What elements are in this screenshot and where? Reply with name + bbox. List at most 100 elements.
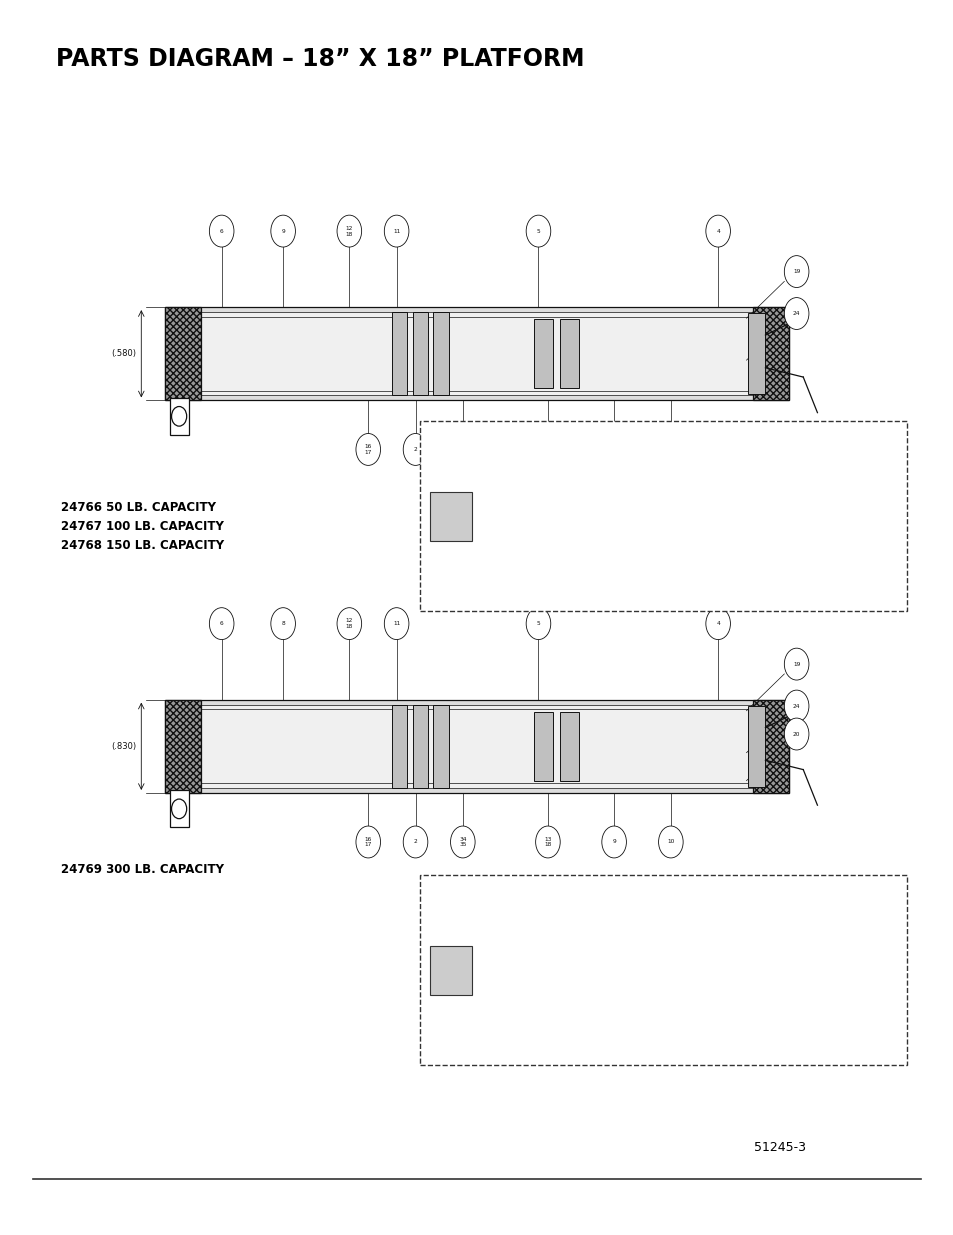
Bar [429, 492, 472, 541]
Text: 9: 9 [612, 447, 616, 452]
Text: 34
35: 34 35 [458, 445, 466, 454]
Text: LC SHIELD: LC SHIELD [609, 1041, 662, 1051]
Circle shape [450, 433, 475, 466]
Text: 12
18: 12 18 [345, 619, 353, 629]
Text: 8: 8 [281, 621, 285, 626]
Text: LC (-)SIG: LC (-)SIG [609, 550, 655, 559]
Circle shape [403, 433, 427, 466]
Bar [201, 312, 752, 395]
Text: LC (-)SIG: LC (-)SIG [609, 1003, 655, 1013]
Text: 20: 20 [792, 731, 800, 736]
Circle shape [403, 826, 427, 858]
Bar [533, 711, 552, 781]
Text: OUTPUT: OUTPUT [841, 1003, 882, 1013]
Text: G: G [751, 889, 760, 899]
Text: 16
17: 16 17 [364, 836, 372, 847]
Circle shape [526, 608, 550, 640]
Text: 4: 4 [716, 228, 720, 233]
Circle shape [384, 608, 409, 640]
Text: SHIELD: SHIELD [841, 1041, 878, 1051]
Text: 19: 19 [792, 662, 800, 667]
Bar [170, 790, 189, 827]
Text: INPUT: INPUT [841, 927, 871, 937]
Text: G: G [751, 435, 760, 446]
Text: 19: 19 [792, 269, 800, 274]
Text: OUTPUT: OUTPUT [841, 511, 882, 521]
Text: LC (+)EX: LC (+)EX [609, 889, 656, 899]
Text: 12
18: 12 18 [345, 226, 353, 236]
Text: Y: Y [752, 1041, 759, 1051]
Text: INPUT: INPUT [841, 889, 871, 899]
Bar [165, 308, 788, 400]
Bar [433, 312, 448, 395]
Circle shape [384, 215, 409, 247]
Text: LC (+)EX: LC (+)EX [609, 435, 656, 446]
Circle shape [783, 298, 808, 330]
Bar [165, 308, 201, 400]
Text: 11: 11 [393, 621, 400, 626]
Text: BK: BK [747, 473, 763, 483]
Text: 5: 5 [536, 228, 539, 233]
Bar [533, 320, 552, 388]
Text: 9: 9 [281, 228, 285, 233]
Text: 13
18: 13 18 [543, 445, 551, 454]
Text: 2: 2 [414, 840, 417, 845]
Text: PARTS DIAGRAM – 18” X 18” PLATFORM: PARTS DIAGRAM – 18” X 18” PLATFORM [56, 47, 584, 72]
Text: LC (-)EX: LC (-)EX [609, 927, 651, 937]
Text: 11: 11 [393, 228, 400, 233]
Text: 24769 300 LB. CAPACITY: 24769 300 LB. CAPACITY [61, 863, 224, 876]
Circle shape [336, 215, 361, 247]
Text: 13
18: 13 18 [543, 836, 551, 847]
Circle shape [209, 608, 233, 640]
Text: LC (+)SIG: LC (+)SIG [609, 511, 659, 521]
Circle shape [705, 608, 730, 640]
Bar [433, 705, 448, 788]
Circle shape [355, 826, 380, 858]
Circle shape [535, 433, 559, 466]
Text: INPUT: INPUT [841, 435, 871, 446]
Text: 4: 4 [716, 621, 720, 626]
Text: 9: 9 [612, 840, 616, 845]
Text: 51245-3: 51245-3 [753, 1141, 804, 1153]
Text: 6: 6 [219, 228, 223, 233]
Text: OUTPUT: OUTPUT [841, 966, 882, 976]
Circle shape [172, 406, 187, 426]
Circle shape [271, 608, 295, 640]
Circle shape [783, 648, 808, 680]
Bar [201, 705, 752, 788]
Circle shape [783, 718, 808, 750]
Text: 10: 10 [666, 840, 674, 845]
Text: INPUT: INPUT [841, 473, 871, 483]
Text: 24: 24 [792, 704, 800, 709]
Bar [747, 706, 764, 787]
Bar [752, 308, 788, 400]
Bar [429, 946, 472, 994]
Circle shape [601, 826, 626, 858]
Circle shape [271, 215, 295, 247]
Text: Y: Y [752, 588, 759, 598]
Circle shape [355, 433, 380, 466]
Text: OUTPUT: OUTPUT [841, 550, 882, 559]
Circle shape [783, 256, 808, 288]
Circle shape [172, 799, 187, 819]
Bar [392, 312, 407, 395]
Bar [165, 700, 788, 793]
Text: 5: 5 [536, 621, 539, 626]
Text: (.580): (.580) [112, 350, 136, 358]
Text: 2: 2 [414, 447, 417, 452]
Bar [420, 421, 906, 611]
Bar [420, 876, 906, 1066]
Text: (.830): (.830) [112, 742, 136, 751]
Text: W: W [749, 511, 760, 521]
Bar [170, 398, 189, 435]
Circle shape [705, 215, 730, 247]
Circle shape [450, 826, 475, 858]
Bar [413, 705, 427, 788]
Bar [747, 314, 764, 394]
Text: LC SHIELD: LC SHIELD [609, 588, 662, 598]
Text: R: R [751, 550, 760, 559]
Text: 24766 50 LB. CAPACITY
24767 100 LB. CAPACITY
24768 150 LB. CAPACITY: 24766 50 LB. CAPACITY 24767 100 LB. CAPA… [61, 501, 224, 552]
Text: R: R [751, 1003, 760, 1013]
Bar [165, 700, 201, 793]
Text: 6: 6 [219, 621, 223, 626]
